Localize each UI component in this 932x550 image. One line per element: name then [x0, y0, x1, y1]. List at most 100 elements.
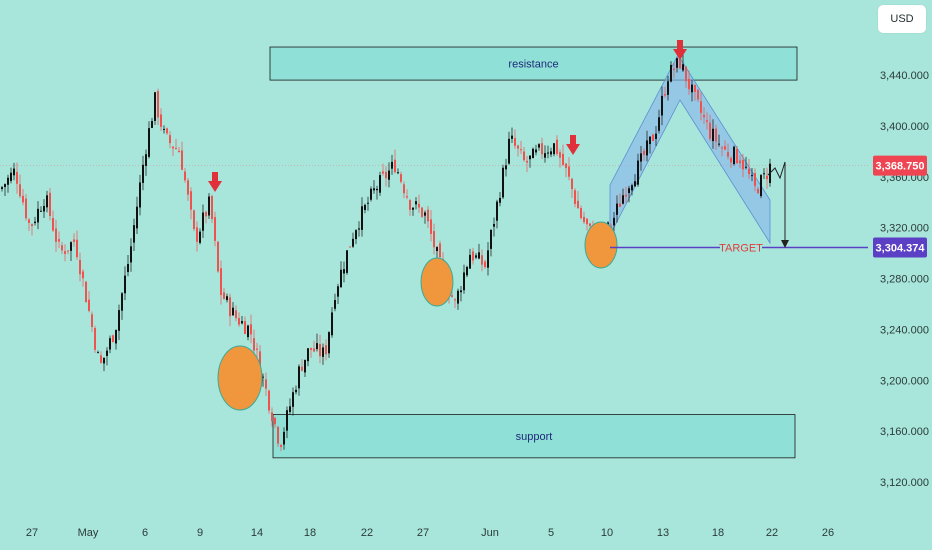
candlestick[interactable]	[298, 364, 300, 396]
candlestick[interactable]	[379, 171, 381, 196]
candlestick[interactable]	[250, 314, 252, 344]
candlestick[interactable]	[1, 185, 3, 192]
candlestick[interactable]	[463, 264, 465, 294]
candlestick[interactable]	[130, 238, 132, 272]
candlestick[interactable]	[64, 244, 66, 262]
candlestick[interactable]	[688, 70, 690, 95]
candlestick[interactable]	[286, 406, 288, 439]
candlestick[interactable]	[160, 108, 162, 131]
candlestick[interactable]	[334, 293, 336, 312]
candlestick[interactable]	[406, 189, 408, 200]
candlestick[interactable]	[304, 359, 306, 378]
candlestick[interactable]	[739, 155, 741, 169]
candlestick[interactable]	[169, 131, 171, 149]
candlestick[interactable]	[148, 121, 150, 159]
candlestick[interactable]	[430, 210, 432, 242]
candlestick[interactable]	[514, 129, 516, 149]
candlestick[interactable]	[331, 307, 333, 338]
candlestick[interactable]	[733, 145, 735, 166]
candlestick[interactable]	[244, 316, 246, 335]
candlestick[interactable]	[649, 136, 651, 154]
currency-selector[interactable]: USD	[878, 5, 926, 33]
candlestick[interactable]	[70, 241, 72, 261]
candlestick[interactable]	[412, 206, 414, 216]
candlestick[interactable]	[691, 79, 693, 102]
candlestick[interactable]	[190, 187, 192, 220]
candlestick[interactable]	[307, 347, 309, 367]
candlestick[interactable]	[439, 240, 441, 258]
candlestick[interactable]	[754, 168, 756, 192]
candlestick[interactable]	[373, 180, 375, 194]
candlestick[interactable]	[682, 54, 684, 72]
candlestick[interactable]	[112, 334, 114, 343]
candlestick[interactable]	[574, 188, 576, 208]
candlestick[interactable]	[256, 342, 258, 360]
candlestick[interactable]	[181, 141, 183, 171]
candlestick[interactable]	[517, 144, 519, 157]
candlestick[interactable]	[319, 334, 321, 364]
candlestick[interactable]	[94, 325, 96, 353]
candlestick[interactable]	[67, 250, 69, 255]
candlestick[interactable]	[721, 145, 723, 157]
candlestick[interactable]	[310, 347, 312, 358]
candlestick[interactable]	[388, 162, 390, 188]
candlestick[interactable]	[577, 191, 579, 209]
candlestick[interactable]	[505, 158, 507, 177]
candlestick[interactable]	[343, 261, 345, 283]
candlestick[interactable]	[580, 205, 582, 220]
candlestick[interactable]	[22, 189, 24, 206]
candlestick[interactable]	[4, 183, 6, 196]
candlestick[interactable]	[625, 186, 627, 204]
candlestick[interactable]	[496, 199, 498, 229]
candlestick[interactable]	[115, 329, 117, 350]
candlestick[interactable]	[178, 146, 180, 153]
candlestick[interactable]	[238, 312, 240, 327]
candlestick[interactable]	[742, 153, 744, 178]
candlestick[interactable]	[634, 174, 636, 187]
candlestick[interactable]	[736, 145, 738, 164]
candlestick[interactable]	[205, 210, 207, 224]
candlestick[interactable]	[685, 66, 687, 89]
candlestick[interactable]	[46, 190, 48, 213]
candlestick[interactable]	[61, 241, 63, 255]
candlestick[interactable]	[664, 86, 666, 98]
candlestick[interactable]	[133, 218, 135, 252]
candlestick[interactable]	[16, 162, 18, 194]
candlestick[interactable]	[745, 156, 747, 170]
candlestick[interactable]	[121, 292, 123, 320]
candlestick[interactable]	[340, 261, 342, 289]
candlestick[interactable]	[127, 254, 129, 277]
candlestick[interactable]	[421, 206, 423, 219]
candlestick[interactable]	[571, 177, 573, 198]
candlestick[interactable]	[628, 185, 630, 203]
candlestick[interactable]	[409, 199, 411, 216]
candlestick[interactable]	[616, 195, 618, 223]
candlestick[interactable]	[766, 167, 768, 189]
candlestick[interactable]	[34, 216, 36, 226]
candlestick[interactable]	[631, 183, 633, 196]
candlestick[interactable]	[346, 250, 348, 275]
candlestick[interactable]	[460, 285, 462, 302]
candlestick[interactable]	[361, 197, 363, 237]
current-price-tag[interactable]: 3,368.750	[873, 155, 927, 176]
support-zone[interactable]	[272, 414, 796, 459]
candlestick[interactable]	[76, 230, 78, 260]
candlestick[interactable]	[37, 201, 39, 230]
candlestick[interactable]	[241, 316, 243, 325]
candlestick[interactable]	[142, 155, 144, 191]
candlestick[interactable]	[709, 114, 711, 142]
candlestick[interactable]	[352, 232, 354, 248]
candlestick[interactable]	[424, 210, 426, 224]
candlestick[interactable]	[265, 372, 267, 396]
candlestick[interactable]	[163, 125, 165, 134]
candlestick[interactable]	[91, 311, 93, 332]
candlestick[interactable]	[280, 443, 282, 452]
candlestick[interactable]	[106, 347, 108, 366]
candlestick[interactable]	[415, 197, 417, 210]
candlestick[interactable]	[223, 287, 225, 300]
candlestick[interactable]	[583, 211, 585, 225]
candlestick[interactable]	[730, 156, 732, 168]
candlestick[interactable]	[100, 351, 102, 364]
candlestick[interactable]	[502, 164, 504, 199]
candlestick[interactable]	[301, 359, 303, 372]
